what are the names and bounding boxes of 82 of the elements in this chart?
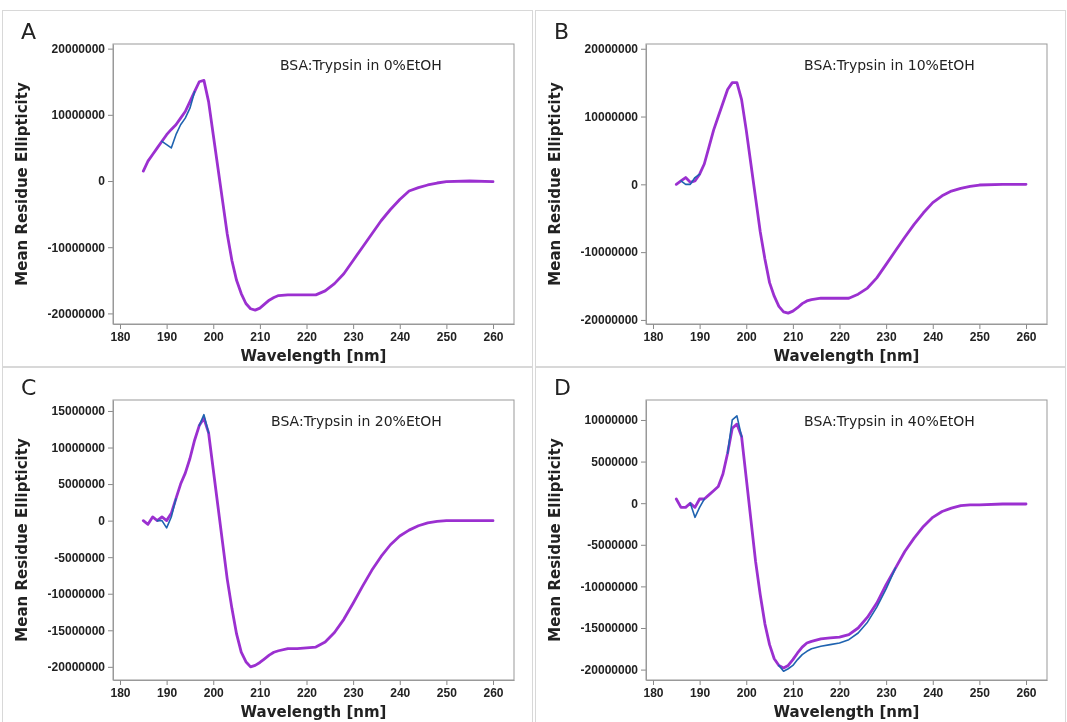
y-tick-label: -20000000 [580, 662, 639, 677]
y-tick-label: 10000000 [51, 440, 106, 455]
y-tick-label: -10000000 [47, 587, 106, 602]
annotation: BSA:Trypsin in 40%EtOH [804, 413, 975, 429]
x-axis-title: Wavelength [nm] [773, 703, 920, 721]
x-tick-label: 190 [690, 329, 711, 344]
x-tick-label: 210 [250, 329, 271, 344]
x-tick-label: 220 [296, 685, 318, 700]
chart-title: C [21, 375, 37, 400]
y-tick-label: -10000000 [580, 245, 639, 260]
x-tick-label: 210 [783, 685, 804, 700]
x-tick-label: 190 [157, 685, 178, 700]
x-tick-label: 190 [690, 685, 711, 700]
y-tick-label: 0 [98, 513, 106, 528]
x-tick-label: 230 [876, 685, 897, 700]
y-tick-label: -15000000 [47, 623, 106, 638]
y-tick-label: 5000000 [591, 454, 639, 469]
x-tick-label: 260 [1016, 685, 1037, 700]
x-tick-label: 230 [343, 329, 364, 344]
x-tick-label: 240 [923, 329, 944, 344]
y-tick-label: -10000000 [47, 240, 106, 255]
x-tick-label: 260 [483, 685, 504, 700]
y-tick-label: 10000000 [584, 109, 639, 124]
y-tick-label: -10000000 [580, 579, 639, 594]
y-tick-label: 5000000 [58, 477, 106, 492]
chart-title: B [554, 19, 570, 44]
x-tick-label: 240 [390, 685, 411, 700]
annotation: BSA:Trypsin in 0%EtOH [280, 57, 442, 73]
x-tick-label: 220 [296, 329, 318, 344]
x-tick-label: 230 [343, 685, 364, 700]
y-tick-label: 15000000 [51, 404, 106, 419]
x-tick-label: 230 [876, 329, 897, 344]
chart-title: D [554, 375, 571, 400]
x-tick-label: 180 [110, 685, 131, 700]
x-tick-label: 200 [203, 685, 225, 700]
line-series [141, 416, 495, 669]
x-tick-label: 250 [969, 329, 991, 344]
y-axis-title: Mean Residue Ellipticity [546, 438, 564, 642]
y-axis-title: Mean Residue Ellipticity [13, 438, 31, 642]
y-axis-title: Mean Residue Ellipticity [13, 82, 31, 286]
line-series [161, 90, 196, 149]
x-axis-title: Wavelength [nm] [773, 347, 920, 365]
x-tick-label: 180 [643, 329, 664, 344]
y-tick-label: 0 [631, 177, 639, 192]
annotation: BSA:Trypsin in 20%EtOH [271, 413, 442, 429]
y-tick-label: -5000000 [587, 538, 639, 553]
y-tick-label: 0 [631, 496, 639, 511]
x-tick-label: 260 [1016, 329, 1037, 344]
x-tick-label: 220 [829, 329, 851, 344]
y-tick-label: 10000000 [584, 413, 639, 428]
y-tick-label: 10000000 [51, 108, 106, 123]
y-tick-label: -20000000 [580, 313, 639, 328]
y-tick-label: 20000000 [51, 41, 106, 56]
x-tick-label: 200 [203, 329, 225, 344]
x-tick-label: 220 [829, 685, 851, 700]
x-tick-label: 200 [736, 685, 758, 700]
x-tick-label: 210 [783, 329, 804, 344]
x-tick-label: 180 [110, 329, 131, 344]
x-tick-label: 240 [390, 329, 411, 344]
line-series [674, 81, 1028, 315]
y-tick-label: -20000000 [47, 306, 106, 321]
x-tick-label: 180 [643, 685, 664, 700]
x-tick-label: 250 [436, 329, 458, 344]
y-tick-label: -15000000 [580, 621, 639, 636]
x-tick-label: 240 [923, 685, 944, 700]
y-tick-label: 20000000 [584, 42, 639, 57]
x-tick-label: 250 [969, 685, 991, 700]
line-series [141, 79, 495, 312]
x-tick-label: 260 [483, 329, 504, 344]
x-tick-label: 190 [157, 329, 178, 344]
x-axis-title: Wavelength [nm] [240, 347, 387, 365]
x-tick-label: 210 [250, 685, 271, 700]
y-axis-title: Mean Residue Ellipticity [546, 82, 564, 286]
y-tick-label: -20000000 [47, 660, 106, 675]
x-tick-label: 250 [436, 685, 458, 700]
x-tick-label: 200 [736, 329, 758, 344]
annotation: BSA:Trypsin in 10%EtOH [804, 57, 975, 73]
x-axis-title: Wavelength [nm] [240, 703, 387, 721]
y-tick-label: 0 [98, 174, 106, 189]
y-tick-label: -5000000 [54, 550, 106, 565]
line-series [680, 173, 701, 186]
chart-title: A [21, 19, 37, 44]
